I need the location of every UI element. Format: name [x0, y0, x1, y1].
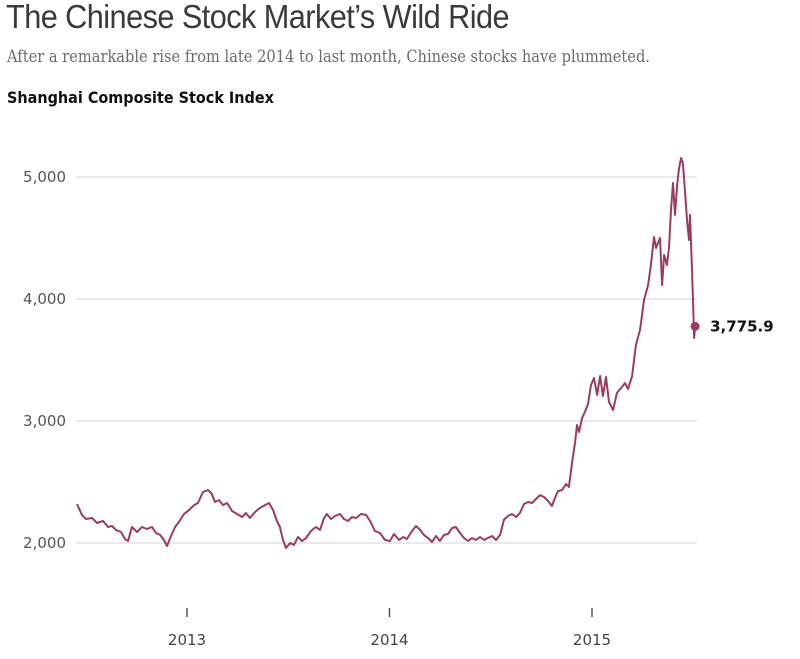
end-annotation: 3,775.9 — [690, 317, 774, 335]
page-subtitle: After a remarkable rise from late 2014 t… — [7, 47, 650, 67]
end-point-marker — [690, 321, 700, 331]
y-tick-label: 3,000 — [23, 412, 66, 430]
y-axis: 2,000 3,000 4,000 5,000 — [23, 168, 66, 552]
page-title: The Chinese Stock Market’s Wild Ride — [6, 0, 510, 35]
end-value-label: 3,775.9 — [710, 317, 774, 335]
y-tick-label: 5,000 — [23, 168, 66, 186]
x-tick-label: 2015 — [573, 631, 611, 649]
x-tick-label: 2014 — [370, 631, 408, 649]
x-axis: 2013 2014 2015 — [168, 608, 611, 649]
series-line — [76, 157, 697, 549]
gridlines — [76, 176, 697, 544]
chart-title: Shanghai Composite Stock Index — [7, 88, 274, 107]
x-tick-label: 2013 — [168, 631, 206, 649]
y-tick-label: 4,000 — [23, 290, 66, 308]
series-group — [76, 157, 697, 549]
y-tick-label: 2,000 — [23, 534, 66, 552]
